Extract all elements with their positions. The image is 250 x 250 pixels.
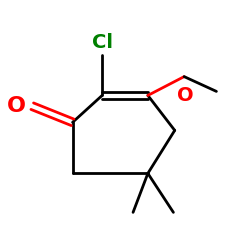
Text: Cl: Cl — [92, 34, 113, 52]
Text: O: O — [177, 86, 194, 105]
Text: O: O — [6, 96, 26, 116]
